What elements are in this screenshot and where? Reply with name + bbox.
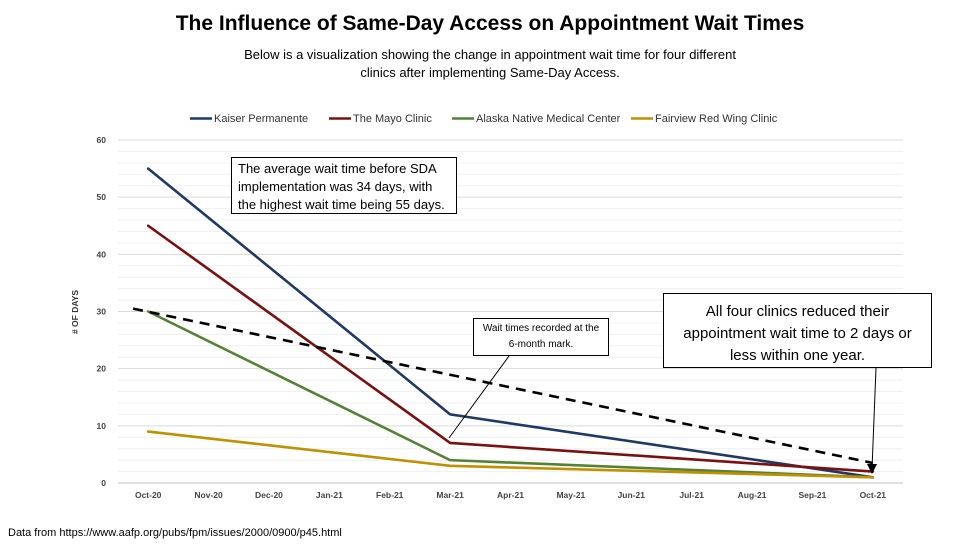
trendline xyxy=(132,307,874,465)
chart-subtitle: Below is a visualization showing the cha… xyxy=(244,47,736,80)
x-tick-label: Oct-21 xyxy=(860,490,887,500)
y-tick-label: 60 xyxy=(97,135,107,145)
y-axis-title: # OF DAYS xyxy=(70,290,80,334)
y-tick-label: 0 xyxy=(101,478,106,488)
one-year-note: All four clinics reduced their appointme… xyxy=(663,293,932,368)
x-tick-label: Jul-21 xyxy=(679,490,704,500)
x-tick-label: Oct-20 xyxy=(135,490,162,500)
y-tick-label: 40 xyxy=(97,249,107,259)
one-year-connector xyxy=(871,367,877,470)
x-tick-label: Feb-21 xyxy=(376,490,404,500)
x-tick-label: Apr-21 xyxy=(497,490,524,500)
six-month-note: Wait times recorded at the 6-month mark. xyxy=(473,318,609,356)
x-tick-label: Jun-21 xyxy=(618,490,646,500)
y-tick-label: 30 xyxy=(97,307,107,317)
series-line xyxy=(146,310,875,479)
y-tick-labels: 0 10 20 30 40 50 60 xyxy=(97,135,107,488)
y-tick-label: 50 xyxy=(97,192,107,202)
series-lines xyxy=(146,167,875,479)
legend: Kaiser Permanente The Mayo Clinic Alaska N… xyxy=(190,113,778,125)
one-year-arrowhead xyxy=(867,464,877,474)
legend-label: Fairview Red Wing Clinic xyxy=(655,113,778,125)
series-line xyxy=(146,167,875,479)
x-tick-label: Aug-21 xyxy=(738,490,767,500)
legend-label: The Mayo Clinic xyxy=(353,113,432,125)
x-tick-label: Nov-20 xyxy=(194,490,223,500)
legend-label: Kaiser Permanente xyxy=(214,113,308,125)
x-tick-label: Jan-21 xyxy=(316,490,343,500)
series-line xyxy=(146,430,875,479)
six-month-connector xyxy=(448,355,510,439)
chart-title: The Influence of Same-Day Access on Appo… xyxy=(175,12,805,35)
x-tick-label: Sep-21 xyxy=(798,490,826,500)
y-tick-label: 10 xyxy=(97,421,107,431)
annotation-connectors xyxy=(448,355,877,474)
y-tick-label: 20 xyxy=(97,364,107,374)
x-tick-label: Dec-20 xyxy=(255,490,283,500)
x-tick-label: Mar-21 xyxy=(436,490,464,500)
series-line xyxy=(146,224,875,473)
trendline-dashed xyxy=(132,307,874,465)
data-source: Data from https://www.aafp.org/pubs/fpm/… xyxy=(8,527,342,539)
x-tick-labels: Oct-20 Nov-20 Dec-20 Jan-21 Feb-21 Mar-21 Apr-… xyxy=(135,490,886,500)
average-wait-note: The average wait time before SDA impleme… xyxy=(231,157,457,214)
x-tick-label: May-21 xyxy=(556,490,585,500)
legend-label: Alaska Native Medical Center xyxy=(476,113,621,125)
